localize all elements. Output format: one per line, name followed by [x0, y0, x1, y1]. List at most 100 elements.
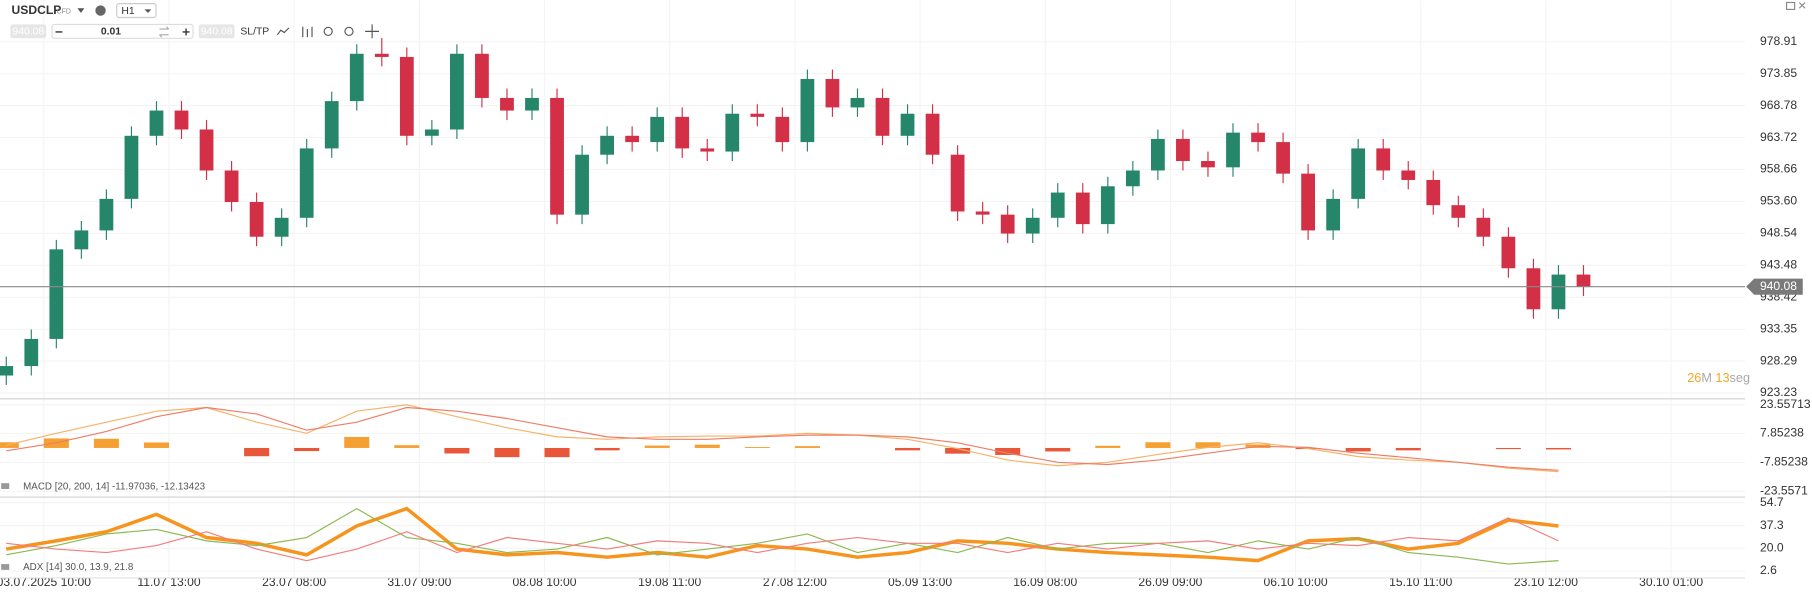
- candle-body: [299, 148, 314, 218]
- close-icon[interactable]: [1798, 2, 1806, 9]
- y-tick-label: 928.29: [1760, 353, 1797, 367]
- info-icon[interactable]: [95, 5, 106, 16]
- candle-body: [1501, 236, 1516, 269]
- candle-body: [725, 113, 740, 152]
- histogram-bar: [544, 447, 570, 458]
- indicator-title: ADX [14] 30.0, 13.9, 21.8: [23, 562, 134, 573]
- candle-body: [1326, 198, 1341, 231]
- y-tick-label: 943.48: [1760, 257, 1797, 271]
- buy-price: 940.08: [201, 27, 233, 38]
- sltp-button[interactable]: SL/TP: [240, 27, 269, 38]
- candle-body: [450, 53, 464, 130]
- candle-body: [875, 97, 890, 136]
- candle-body: [1476, 217, 1491, 237]
- y-tick-label: -23.5571: [1760, 483, 1808, 497]
- candle-body: [1000, 214, 1015, 234]
- candle-body: [274, 217, 289, 237]
- candle-body: [1151, 138, 1165, 171]
- histogram-bar: [1145, 442, 1171, 448]
- histogram-bar: [244, 447, 270, 457]
- symbol-dropdown[interactable]: [77, 8, 85, 13]
- y-tick-label: 963.72: [1760, 130, 1797, 144]
- histogram-bar: [1495, 447, 1521, 450]
- candle-body: [349, 53, 364, 102]
- histogram-bar: [594, 447, 620, 451]
- countdown-minutes: 26: [1687, 371, 1701, 386]
- zoom-in[interactable]: [344, 26, 354, 36]
- histogram-bar: [744, 447, 770, 448]
- candle-body: [74, 230, 89, 250]
- zoom-out[interactable]: [323, 26, 333, 36]
- x-tick-label: 31.07 09:00: [387, 575, 451, 589]
- candle-body: [1251, 132, 1265, 143]
- candle-body: [199, 129, 214, 171]
- candle-body: [575, 154, 589, 215]
- indicator-line: [5, 506, 1559, 563]
- candle-body: [1125, 170, 1140, 187]
- countdown-seconds-unit: seg: [1730, 371, 1750, 386]
- candle-body: [49, 249, 64, 339]
- candle-body: [650, 116, 665, 143]
- toolbar: USDCLP CFD H1 940.08 0.01 940.08 SL/TP: [10, 1, 1806, 39]
- y-tick-label: 37.3: [1760, 518, 1784, 532]
- indicator-icon: [1, 483, 10, 489]
- candle-body: [675, 116, 690, 149]
- histogram-bar: [1545, 447, 1571, 450]
- x-tick-label: 23.10 12:00: [1514, 575, 1578, 589]
- y-tick-label: 923.23: [1760, 385, 1797, 399]
- y-tick-label: 953.60: [1760, 194, 1797, 208]
- countdown: 26M 13seg: [1687, 371, 1750, 386]
- y-tick-label: 948.54: [1760, 226, 1797, 240]
- x-tick-label: 05.09 13:00: [888, 575, 952, 589]
- y-tick-label: 7.85238: [1760, 426, 1804, 440]
- y-tick-label: 968.78: [1760, 98, 1797, 112]
- candle-body: [399, 56, 414, 136]
- instrument-type: CFD: [57, 9, 71, 16]
- candle-tool[interactable]: [302, 26, 313, 38]
- histogram-bar: [494, 447, 520, 458]
- y-tick-label: 23.55713: [1760, 397, 1811, 411]
- histogram-bar: [644, 445, 670, 448]
- histogram-bar: [694, 444, 720, 448]
- y-tick-label: 958.66: [1760, 162, 1797, 176]
- y-tick-label: 2.6: [1760, 563, 1777, 577]
- symbol[interactable]: USDCLP: [12, 3, 62, 17]
- candle-body: [775, 116, 790, 143]
- swap-icon[interactable]: [159, 26, 170, 38]
- y-tick-label: 20.0: [1760, 540, 1784, 554]
- timeframe: H1: [121, 6, 135, 17]
- last-price-tag: [1746, 278, 1803, 295]
- candle-body: [374, 53, 389, 57]
- candle-body: [24, 338, 39, 367]
- buy-button[interactable]: [198, 24, 235, 39]
- candle-body: [1551, 274, 1566, 310]
- candle-body: [324, 101, 339, 149]
- plus-button[interactable]: [182, 28, 190, 36]
- candle-body: [1451, 205, 1466, 218]
- sell-button[interactable]: [10, 24, 47, 39]
- candle-body: [475, 53, 489, 98]
- window-icon[interactable]: [1785, 1, 1796, 10]
- move-tool[interactable]: [365, 24, 380, 39]
- histogram-bar: [995, 447, 1021, 455]
- x-tick-label: 26.09 09:00: [1138, 575, 1202, 589]
- x-tick-label: 19.08 11:00: [638, 575, 701, 589]
- candle-body: [900, 113, 915, 136]
- quantity[interactable]: 0.01: [101, 27, 121, 38]
- timeframe-dropdown: [144, 9, 152, 13]
- histogram-bar: [143, 442, 169, 448]
- histogram-bar: [945, 447, 971, 454]
- candle-body: [99, 198, 114, 231]
- timeframe-box[interactable]: [116, 3, 157, 19]
- histogram-bar: [794, 446, 820, 448]
- countdown-seconds: 13: [1715, 371, 1729, 386]
- candle-body: [1025, 217, 1040, 234]
- candle-body: [1376, 148, 1391, 171]
- candle-body: [1176, 138, 1190, 162]
- candle-body: [850, 97, 865, 108]
- x-tick-label: 30.10 01:00: [1639, 575, 1703, 589]
- histogram-bar: [1195, 442, 1221, 448]
- y-tick-label: 978.91: [1760, 34, 1797, 48]
- histogram-bar: [1045, 447, 1071, 452]
- line-tool[interactable]: [276, 27, 290, 36]
